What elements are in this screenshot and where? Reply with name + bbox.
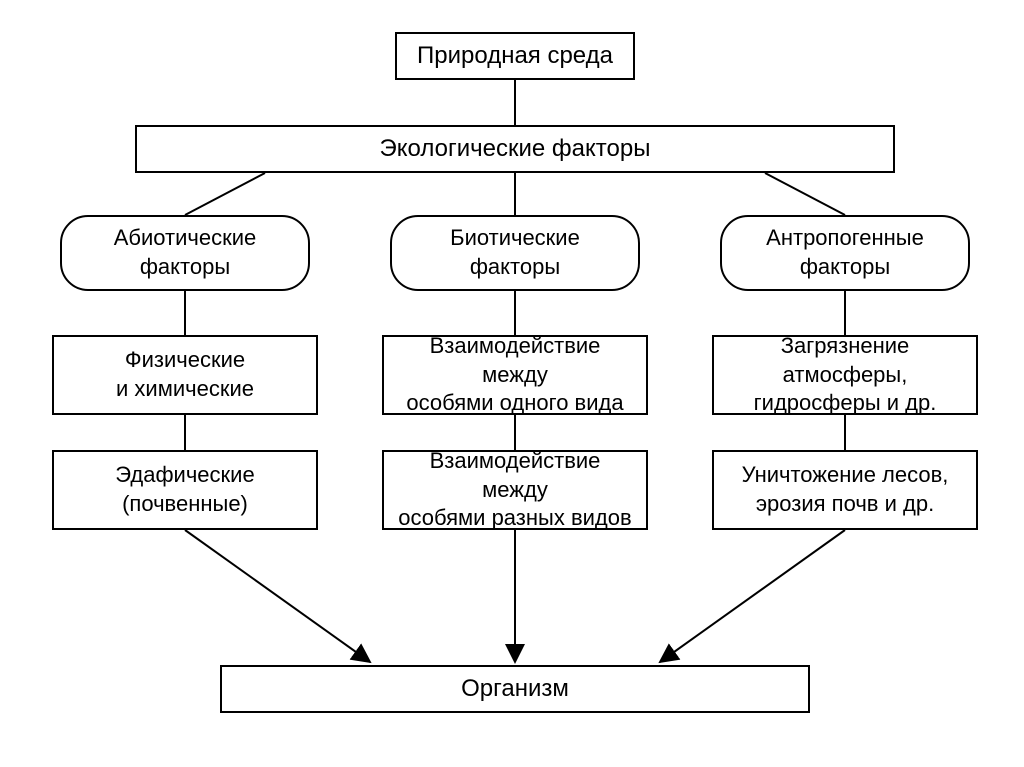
node-interact2: Взаимодействие междуособями разных видов [382,450,648,530]
node-organism: Организм [220,665,810,713]
node-edaphic-label: Эдафические(почвенные) [115,461,254,518]
node-biotic-label: Биотическиефакторы [450,224,580,281]
node-root-label: Природная среда [417,40,613,71]
node-anthro-label: Антропогенныефакторы [766,224,924,281]
node-edaphic: Эдафические(почвенные) [52,450,318,530]
node-abiotic-label: Абиотическиефакторы [114,224,257,281]
node-pollution: Загрязнение атмосферы,гидросферы и др. [712,335,978,415]
node-factors-label: Экологические факторы [380,133,651,164]
node-interact1-label: Взаимодействие междуособями одного вида [394,332,636,418]
node-factors: Экологические факторы [135,125,895,173]
node-forest: Уничтожение лесов,эрозия почв и др. [712,450,978,530]
node-abiotic: Абиотическиефакторы [60,215,310,291]
node-organism-label: Организм [461,673,569,704]
node-anthro: Антропогенныефакторы [720,215,970,291]
node-pollution-label: Загрязнение атмосферы,гидросферы и др. [724,332,966,418]
node-interact2-label: Взаимодействие междуособями разных видов [394,447,636,533]
node-forest-label: Уничтожение лесов,эрозия почв и др. [742,461,949,518]
node-biotic: Биотическиефакторы [390,215,640,291]
node-root: Природная среда [395,32,635,80]
node-phys-label: Физическиеи химические [116,346,254,403]
node-interact1: Взаимодействие междуособями одного вида [382,335,648,415]
node-phys: Физическиеи химические [52,335,318,415]
